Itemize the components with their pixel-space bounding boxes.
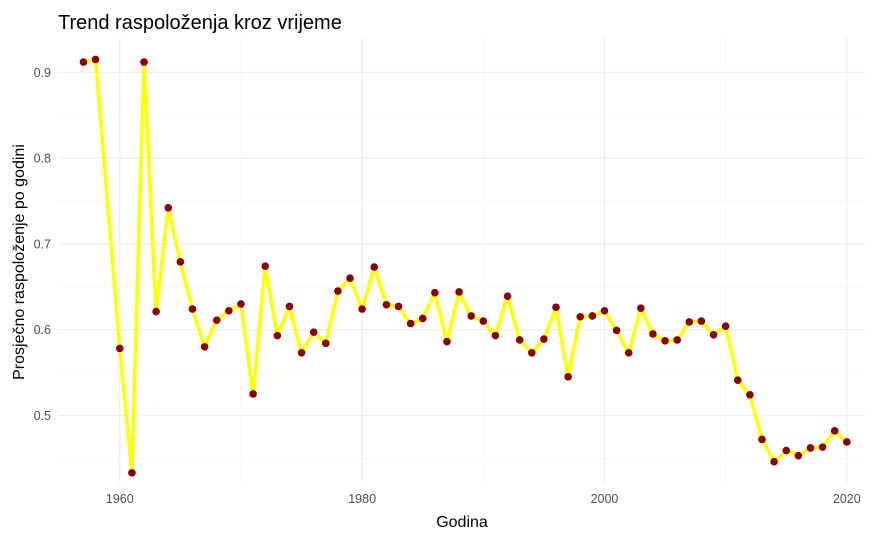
data-point bbox=[309, 328, 318, 336]
x-tick-label: 1960 bbox=[106, 492, 134, 506]
data-point bbox=[334, 287, 342, 295]
data-point bbox=[152, 307, 160, 316]
data-point bbox=[758, 435, 766, 444]
data-point bbox=[733, 376, 742, 385]
data-point bbox=[552, 303, 560, 312]
data-point bbox=[600, 306, 609, 315]
data-point bbox=[273, 331, 282, 340]
data-point bbox=[237, 300, 245, 308]
data-point bbox=[721, 322, 730, 330]
data-point bbox=[128, 469, 136, 477]
data-point bbox=[443, 337, 451, 346]
chart-title: Trend raspoloženja kroz vrijeme bbox=[58, 12, 342, 34]
data-point bbox=[285, 302, 294, 311]
y-tick-label: 0.5 bbox=[34, 409, 51, 423]
data-point bbox=[576, 312, 585, 321]
data-point bbox=[637, 304, 645, 312]
data-point bbox=[479, 317, 488, 325]
data-point bbox=[455, 288, 463, 296]
data-point bbox=[358, 305, 366, 313]
data-point bbox=[782, 446, 791, 455]
y-axis-title: Prosječno raspoloženje po godini bbox=[11, 144, 28, 380]
data-point bbox=[830, 427, 839, 435]
data-point bbox=[491, 331, 500, 340]
data-point bbox=[176, 258, 185, 266]
x-axis-tick-labels: 1960 1980 2000 2020 bbox=[106, 492, 861, 506]
data-point bbox=[515, 336, 524, 344]
data-point bbox=[346, 274, 354, 282]
data-point bbox=[564, 372, 572, 381]
y-tick-label: 0.8 bbox=[34, 152, 51, 166]
data-point bbox=[806, 444, 815, 452]
data-points bbox=[79, 55, 851, 477]
data-point bbox=[297, 348, 306, 357]
series-line-group bbox=[81, 57, 849, 475]
data-point bbox=[188, 305, 197, 313]
x-tick-label: 1980 bbox=[348, 492, 376, 506]
data-point bbox=[212, 316, 221, 324]
data-point bbox=[431, 288, 439, 297]
data-point bbox=[140, 58, 148, 66]
data-point bbox=[540, 335, 548, 343]
data-point bbox=[115, 344, 124, 353]
y-axis-tick-labels: 0.5 0.6 0.7 0.8 0.9 bbox=[34, 66, 51, 423]
y-tick-label: 0.9 bbox=[34, 66, 51, 80]
data-point bbox=[612, 326, 621, 335]
data-point bbox=[588, 312, 597, 320]
series-line bbox=[81, 57, 849, 475]
data-point bbox=[818, 443, 827, 451]
data-point bbox=[249, 390, 257, 398]
x-axis-title: Godina bbox=[436, 514, 488, 531]
major-gridlines bbox=[58, 38, 865, 484]
data-point bbox=[418, 314, 427, 323]
y-tick-label: 0.6 bbox=[34, 323, 51, 337]
data-point bbox=[406, 319, 415, 328]
data-point bbox=[649, 330, 657, 338]
data-point bbox=[321, 339, 330, 348]
minor-gridlines bbox=[58, 38, 865, 484]
data-point bbox=[164, 204, 173, 212]
data-point bbox=[661, 336, 669, 345]
data-point bbox=[685, 318, 694, 326]
data-point bbox=[770, 457, 778, 466]
data-point bbox=[382, 300, 391, 309]
data-point bbox=[261, 262, 270, 270]
y-tick-label: 0.7 bbox=[34, 237, 51, 251]
data-point bbox=[697, 317, 706, 325]
data-point bbox=[503, 292, 512, 300]
x-tick-label: 2000 bbox=[591, 492, 619, 506]
data-point bbox=[200, 342, 209, 351]
data-point bbox=[843, 438, 851, 446]
data-point bbox=[467, 312, 475, 320]
data-point bbox=[527, 348, 536, 357]
data-point bbox=[79, 58, 88, 66]
data-point bbox=[673, 336, 681, 344]
data-point bbox=[394, 302, 403, 311]
data-point bbox=[91, 55, 100, 64]
data-point bbox=[794, 451, 803, 460]
data-point bbox=[624, 348, 633, 357]
data-point bbox=[370, 263, 379, 271]
data-point bbox=[709, 330, 718, 339]
data-point bbox=[746, 391, 754, 399]
x-tick-label: 2020 bbox=[833, 492, 861, 506]
data-point bbox=[225, 306, 233, 315]
